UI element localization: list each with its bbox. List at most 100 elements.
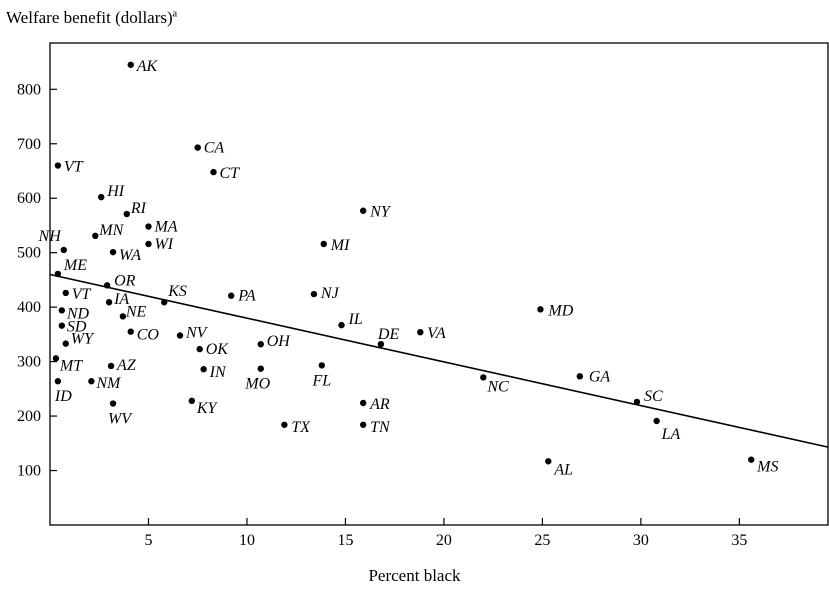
data-point bbox=[310, 290, 318, 298]
point-label: NY bbox=[369, 204, 392, 221]
data-point bbox=[62, 340, 69, 347]
data-point bbox=[359, 399, 367, 407]
point-label: WA bbox=[119, 247, 141, 264]
y-tick-label: 700 bbox=[17, 136, 41, 153]
data-point bbox=[257, 340, 264, 348]
point-label: KS bbox=[167, 283, 187, 300]
point-label: MN bbox=[98, 222, 124, 239]
data-point bbox=[119, 313, 127, 320]
data-point bbox=[281, 421, 288, 428]
point-label: NH bbox=[38, 228, 63, 245]
data-point bbox=[58, 322, 66, 329]
regression-line bbox=[49, 273, 829, 448]
data-point bbox=[545, 458, 552, 465]
data-point bbox=[359, 207, 367, 214]
data-point bbox=[228, 292, 235, 299]
point-label: IL bbox=[348, 311, 363, 328]
x-tick-label: 5 bbox=[144, 532, 152, 549]
data-point bbox=[105, 299, 113, 306]
point-label: KY bbox=[196, 400, 219, 417]
point-label: VT bbox=[64, 159, 84, 176]
point-label: OK bbox=[206, 341, 230, 358]
point-label: ND bbox=[66, 305, 90, 322]
point-label: NM bbox=[95, 375, 122, 392]
data-point bbox=[145, 223, 152, 230]
point-label: AL bbox=[553, 461, 573, 478]
point-label: WI bbox=[154, 236, 173, 253]
data-point bbox=[210, 168, 217, 176]
data-point bbox=[537, 306, 544, 313]
point-label: HI bbox=[106, 183, 125, 200]
data-point bbox=[576, 373, 584, 380]
axis-ticks: 5 10 15 20 25 30 35 100 200 300 400 500 600 700 800 bbox=[17, 81, 747, 549]
data-point bbox=[109, 400, 117, 407]
data-points: AK CA VT CT HI NY RI MA MN MI WI NH WA ME OR VT PA NJ KS IA… bbox=[38, 58, 779, 478]
x-tick-label: 35 bbox=[731, 532, 747, 549]
point-label: NC bbox=[486, 378, 509, 395]
point-label: FL bbox=[311, 372, 331, 389]
plot-area-frame bbox=[49, 42, 829, 526]
point-label: TN bbox=[370, 419, 391, 436]
point-label: LA bbox=[661, 426, 681, 443]
point-label: WY bbox=[71, 331, 95, 348]
data-point bbox=[92, 232, 99, 239]
point-label: ME bbox=[63, 257, 87, 274]
point-label: MO bbox=[244, 376, 270, 393]
data-point bbox=[633, 398, 641, 406]
data-point bbox=[127, 328, 134, 335]
data-point bbox=[145, 240, 152, 248]
data-point bbox=[54, 378, 62, 385]
point-label: SC bbox=[644, 388, 663, 405]
data-point bbox=[123, 210, 131, 218]
data-point bbox=[320, 240, 327, 248]
x-tick-label: 15 bbox=[337, 532, 353, 549]
point-label: SD bbox=[67, 319, 87, 336]
data-point bbox=[161, 299, 168, 306]
point-label: WV bbox=[108, 411, 133, 428]
data-point bbox=[60, 246, 67, 254]
point-label: MA bbox=[153, 219, 177, 236]
point-label: CO bbox=[137, 327, 160, 344]
y-tick-label: 400 bbox=[17, 299, 41, 316]
data-point bbox=[58, 307, 66, 314]
data-point bbox=[98, 193, 105, 201]
y-tick-label: 800 bbox=[17, 81, 41, 98]
data-point bbox=[257, 365, 264, 372]
data-point bbox=[52, 355, 60, 362]
y-axis-label: Welfare benefit (dollars)a bbox=[6, 8, 178, 27]
point-label: CA bbox=[204, 140, 225, 157]
data-point bbox=[127, 61, 134, 68]
data-point bbox=[62, 289, 69, 297]
data-point bbox=[54, 270, 62, 278]
x-axis-label: Percent black bbox=[368, 566, 461, 585]
point-label: OH bbox=[267, 333, 292, 350]
data-point bbox=[417, 329, 424, 336]
data-point bbox=[653, 417, 660, 425]
point-label: RI bbox=[130, 200, 147, 217]
data-point bbox=[88, 378, 95, 385]
point-label: MD bbox=[547, 302, 573, 319]
data-point bbox=[176, 332, 184, 339]
point-label: TX bbox=[291, 419, 311, 436]
data-point bbox=[359, 421, 367, 428]
y-tick-label: 100 bbox=[17, 463, 41, 480]
data-point bbox=[103, 282, 111, 289]
point-label: VA bbox=[427, 325, 446, 342]
point-label: DE bbox=[377, 326, 400, 343]
point-label: MI bbox=[330, 237, 350, 254]
point-label: IN bbox=[209, 364, 227, 381]
point-label: IA bbox=[113, 291, 129, 308]
point-label: PA bbox=[237, 288, 256, 305]
point-label: VT bbox=[72, 286, 92, 303]
x-tick-label: 30 bbox=[633, 532, 649, 549]
point-label: AR bbox=[369, 396, 390, 413]
point-label: OR bbox=[114, 272, 136, 289]
point-label: CT bbox=[219, 165, 240, 182]
data-point bbox=[200, 366, 207, 373]
data-point bbox=[54, 162, 62, 169]
data-point bbox=[196, 345, 203, 353]
x-tick-label: 25 bbox=[534, 532, 550, 549]
y-tick-label: 300 bbox=[17, 354, 41, 371]
x-tick-label: 20 bbox=[436, 532, 452, 549]
